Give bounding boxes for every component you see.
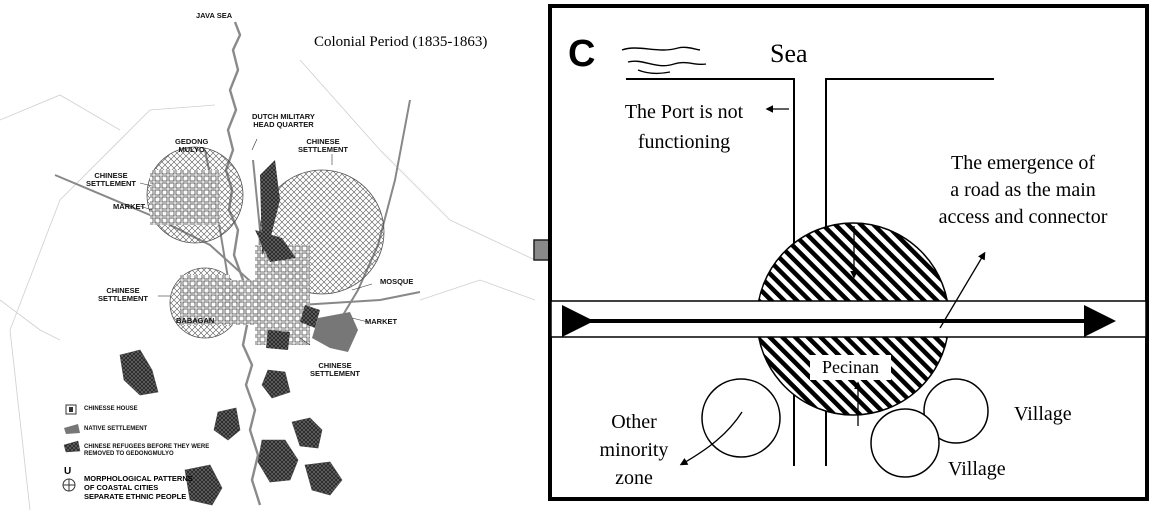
legend-chinese-house: CHINESSE HOUSE [84, 406, 138, 412]
dutch-military-hq-label: DUTCH MILITARY HEAD QUARTER [252, 113, 315, 129]
village-label-bottom: Village [948, 458, 1006, 480]
port-line1: The Port is not [624, 101, 744, 123]
village-circle-right [923, 378, 989, 444]
other-line2: minority [599, 439, 669, 461]
chinese-settlement-line1: CHINESE [94, 171, 128, 180]
babagan-label: BABAGAN [176, 316, 215, 325]
road-annotation: The emergence of a road as the main acce… [898, 150, 1148, 231]
chinese-settlement-label-se: CHINESE SETTLEMENT [310, 362, 360, 378]
port-line2: functioning [637, 131, 731, 153]
compass-letter: U [64, 466, 72, 477]
caption-line1: MORPHOLOGICAL PATTERNS [84, 474, 193, 483]
legend-refugees: CHINESE REFUGEES BEFORE THEY WERE REMOVE… [84, 444, 210, 457]
market-label-east: MARKET [365, 317, 398, 326]
mosque-label: MOSQUE [380, 277, 414, 286]
market-native-settlement [312, 312, 358, 352]
gedong-line2: MULYO [178, 145, 205, 154]
road-line3: access and connector [938, 206, 1108, 228]
legend-native-settlement: NATIVE SETTLEMENT [84, 426, 148, 432]
port-annotation: The Port is not functioning [600, 97, 768, 157]
gedong-mulyo-label: GEDONG MULYO [175, 138, 208, 154]
road-line2: a road as the main [950, 179, 1096, 201]
panel-letter: C [568, 33, 596, 75]
town-blocks [150, 160, 320, 350]
village-circle-bottom [870, 408, 940, 478]
other-minority-circle [701, 378, 781, 458]
label-leaders [139, 138, 373, 346]
diagram-c-drawing [548, 4, 1149, 501]
caption-line2: OF COASTAL CITIES [84, 483, 159, 492]
legend-symbols [62, 404, 81, 492]
pecinan-label: Pecinan [810, 355, 891, 380]
village-label-right: Village [1014, 403, 1072, 425]
chinese-settlement-line2: SETTLEMENT [310, 369, 360, 378]
chinese-settlement-label-ne: CHINESE SETTLEMENT [298, 138, 348, 154]
market-label-west: MARKET [113, 202, 146, 211]
other-minority-zone-label: Other minority zone [594, 408, 674, 492]
map-caption: MORPHOLOGICAL PATTERNS OF COASTAL CITIES… [84, 474, 193, 501]
chinese-settlement-line1: CHINESE [306, 137, 340, 146]
chinese-settlement-line1: CHINESE [318, 361, 352, 370]
colonial-map-drawing [0, 21, 535, 511]
colonial-map: Colonial Period (1835-1863) JAVA SEA DUT… [0, 0, 535, 512]
dutch-hq-line2: HEAD QUARTER [253, 120, 314, 129]
chinese-settlement-label-w: CHINESE SETTLEMENT [98, 287, 148, 303]
dutch-hq-line1: DUTCH MILITARY [252, 112, 315, 121]
chinese-settlement-label-nw: CHINESE SETTLEMENT [86, 172, 136, 188]
chinese-settlement-line2: SETTLEMENT [98, 294, 148, 303]
chinese-settlement-line1: CHINESE [106, 286, 140, 295]
sea-label: Sea [770, 39, 808, 68]
other-line3: zone [615, 467, 653, 489]
diagram-c-panel: C Sea The Port is not functioning The em… [548, 4, 1149, 506]
map-title: Colonial Period (1835-1863) [314, 34, 488, 50]
java-sea-label: JAVA SEA [196, 11, 233, 20]
caption-line3: SEPARATE ETHNIC PEOPLE [84, 492, 187, 501]
other-line1: Other [611, 411, 657, 433]
gedong-line1: GEDONG [175, 137, 209, 146]
annotation-arrows [679, 105, 986, 466]
chinese-settlement-line2: SETTLEMENT [86, 179, 136, 188]
sea-wave-icon [621, 46, 707, 75]
road-line1: The emergence of [951, 152, 1095, 174]
district-boundaries [0, 59, 535, 511]
chinese-settlement-line2: SETTLEMENT [298, 145, 348, 154]
refugee-zones [119, 349, 343, 506]
river [224, 21, 262, 506]
